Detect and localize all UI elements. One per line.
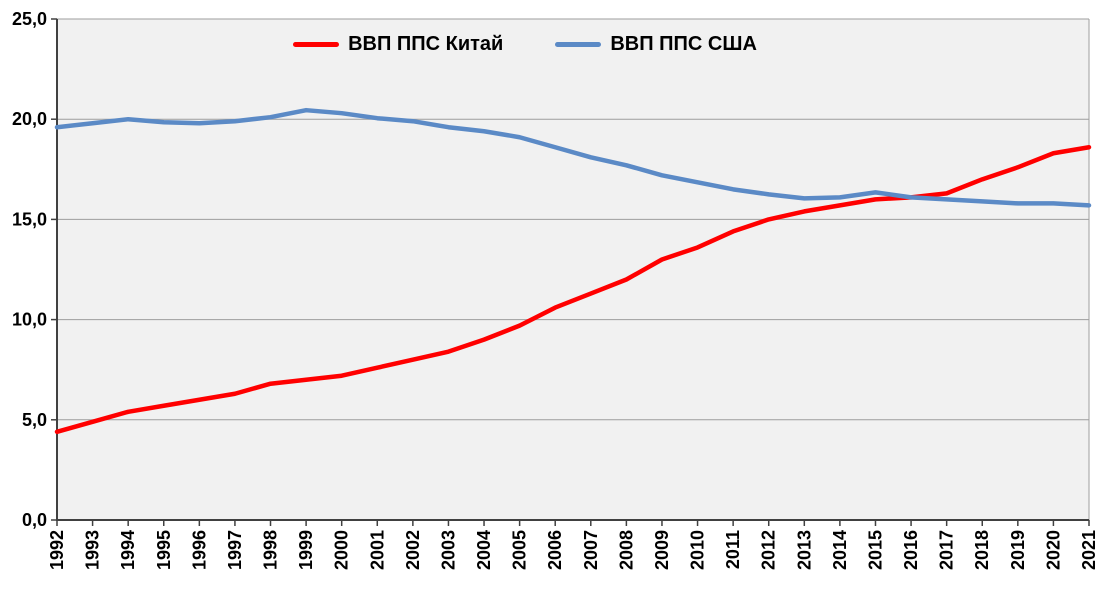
x-tick-label: 2016: [901, 530, 921, 570]
x-tick-label: 1999: [296, 530, 316, 570]
x-tick-label: 2008: [616, 530, 636, 570]
x-tick-label: 2000: [332, 530, 352, 570]
y-tick-label: 25,0: [12, 9, 47, 29]
x-tick-label: 2007: [581, 530, 601, 570]
x-tick-label: 2021: [1079, 530, 1099, 570]
y-tick-label: 5,0: [22, 410, 47, 430]
x-tick-label: 2020: [1043, 530, 1063, 570]
x-tick-label: 1996: [189, 530, 209, 570]
y-tick-label: 0,0: [22, 510, 47, 530]
x-tick-label: 2013: [794, 530, 814, 570]
plot-area: [57, 19, 1089, 520]
x-tick-label: 2019: [1008, 530, 1028, 570]
y-tick-label: 10,0: [12, 310, 47, 330]
x-tick-label: 2015: [865, 530, 885, 570]
x-tick-label: 2017: [937, 530, 957, 570]
x-tick-label: 2005: [510, 530, 530, 570]
y-tick-label: 20,0: [12, 109, 47, 129]
y-tick-label: 15,0: [12, 209, 47, 229]
x-tick-label: 2012: [759, 530, 779, 570]
x-tick-label: 1992: [47, 530, 67, 570]
x-tick-label: 2001: [367, 530, 387, 570]
x-tick-label: 2009: [652, 530, 672, 570]
x-tick-label: 2004: [474, 530, 494, 570]
x-tick-label: 2018: [972, 530, 992, 570]
series-line-usa: [54, 107, 1092, 208]
x-tick-label: 2014: [830, 530, 850, 570]
x-tick-label: 1995: [154, 530, 174, 570]
x-tick-label: 2002: [403, 530, 423, 570]
x-tick-label: 1997: [225, 530, 245, 570]
x-tick-label: 1994: [118, 530, 138, 570]
x-tick-label: 2011: [723, 530, 743, 569]
x-tick-label: 1998: [261, 530, 281, 570]
x-tick-label: 1993: [83, 530, 103, 570]
x-tick-label: 2006: [545, 530, 565, 570]
x-tick-label: 2003: [438, 530, 458, 570]
x-tick-label: 2010: [688, 530, 708, 570]
